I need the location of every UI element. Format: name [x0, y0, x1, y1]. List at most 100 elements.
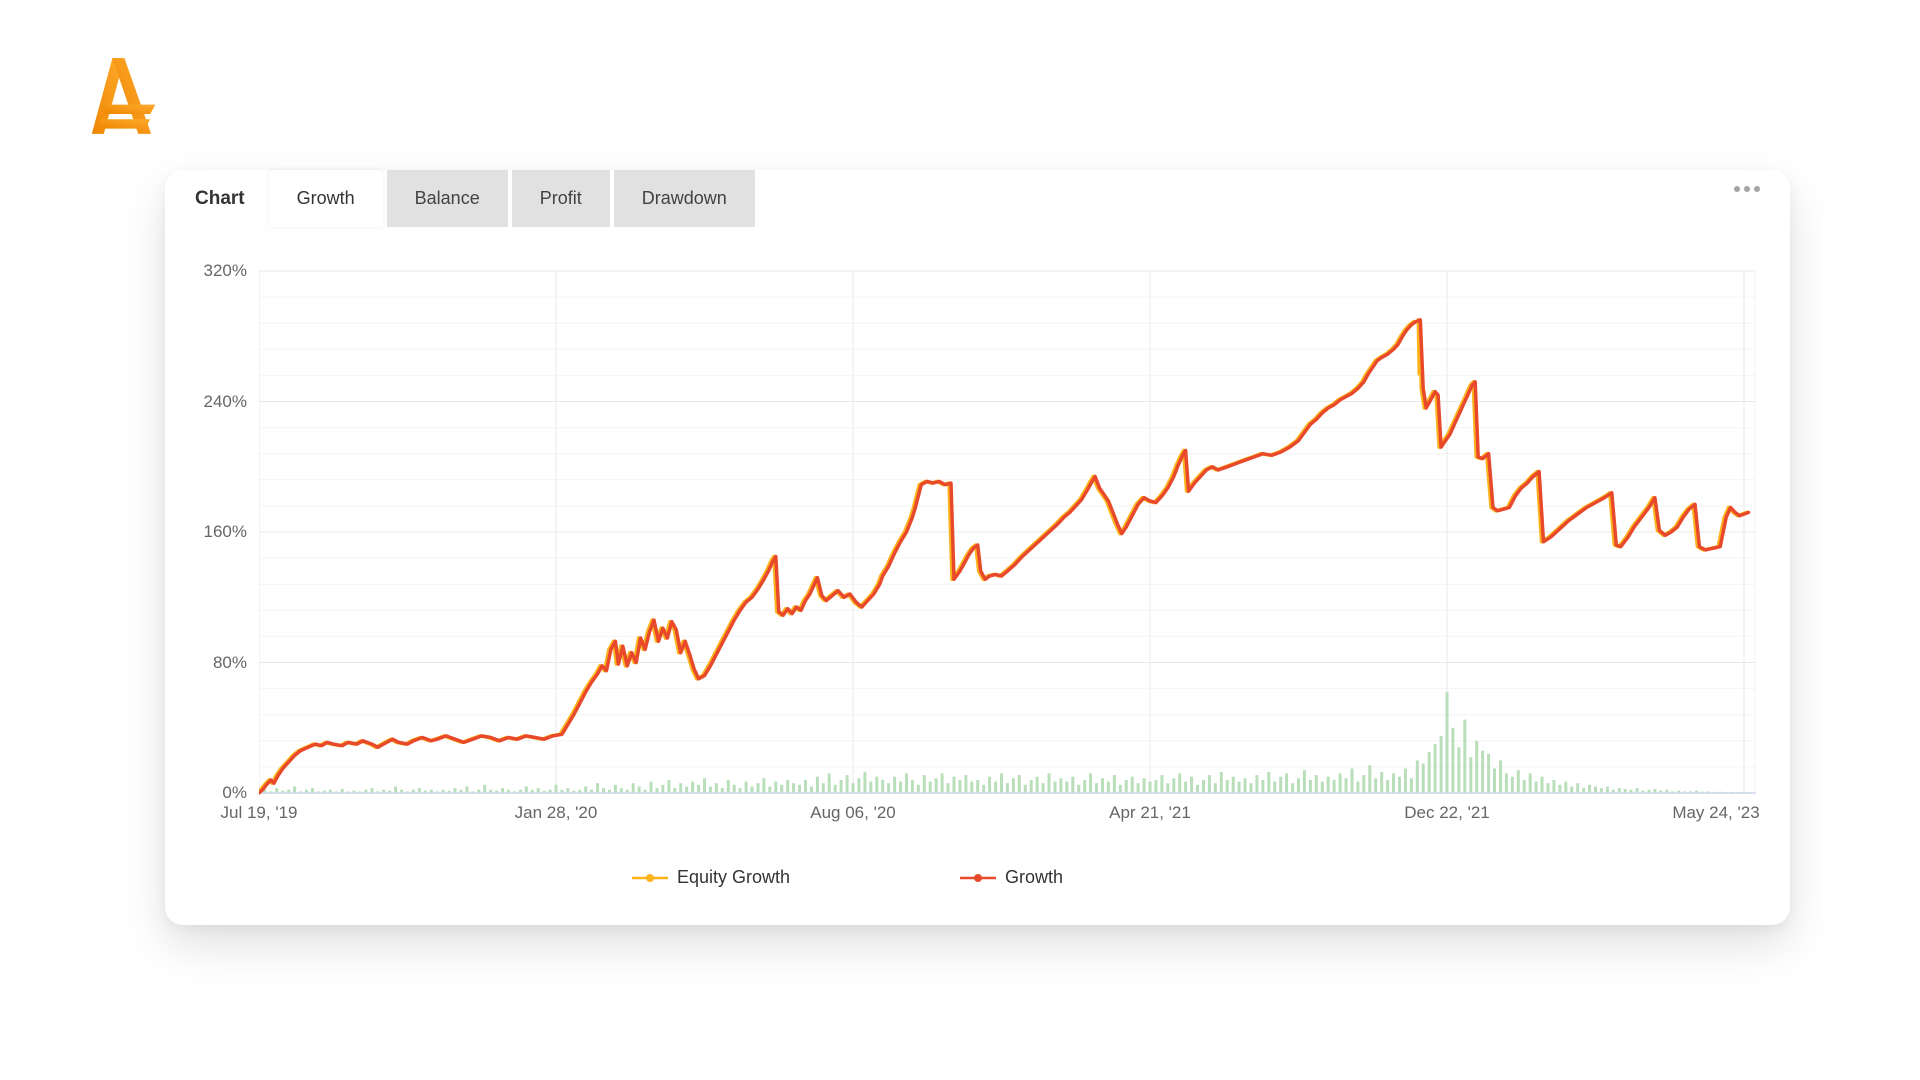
- profit-bar: [655, 788, 659, 793]
- profit-bar: [1386, 780, 1390, 793]
- profit-bar: [887, 783, 891, 793]
- profit-bar: [1457, 747, 1461, 793]
- profit-bar: [1190, 776, 1194, 793]
- profit-bar: [1130, 776, 1134, 793]
- x-axis-label: Jul 19, '19: [220, 803, 298, 822]
- profit-bar: [809, 786, 813, 793]
- profit-bar: [453, 788, 457, 793]
- profit-bar: [1320, 781, 1324, 793]
- tab-bar: Chart Growth Balance Profit Drawdown: [165, 170, 1790, 227]
- profit-bar: [1516, 770, 1520, 793]
- tab-profit[interactable]: Profit: [511, 170, 610, 227]
- profit-bar: [703, 778, 706, 793]
- profit-bar: [554, 784, 558, 793]
- profit-bar: [305, 789, 308, 793]
- profit-bar: [1677, 790, 1681, 793]
- profit-bar: [685, 786, 689, 793]
- y-axis-label: 80%: [212, 652, 247, 672]
- legend-item-equity-growth[interactable]: Equity Growth: [631, 867, 790, 888]
- plot-svg[interactable]: [259, 251, 1756, 813]
- profit-bar: [1695, 790, 1698, 793]
- profit-bar: [839, 780, 843, 793]
- profit-bar: [762, 778, 766, 793]
- profit-bar: [1362, 775, 1366, 793]
- profit-bar: [507, 789, 510, 793]
- profit-bar: [483, 784, 487, 793]
- profit-bar: [1178, 773, 1182, 793]
- profit-bar: [1083, 780, 1087, 793]
- profit-bar: [1142, 778, 1146, 793]
- profit-bar: [299, 791, 303, 793]
- profit-bar: [1148, 781, 1152, 793]
- profit-bar: [1546, 783, 1550, 793]
- profit-bar: [1035, 776, 1039, 793]
- profit-bar: [815, 776, 819, 793]
- profit-bar: [756, 783, 760, 793]
- profit-bar: [1071, 776, 1075, 793]
- profit-bar: [976, 780, 980, 793]
- profit-bar: [1617, 788, 1621, 793]
- y-axis-label: 320%: [203, 261, 247, 280]
- profit-bar: [328, 789, 332, 793]
- profit-bar: [596, 783, 600, 793]
- profit-bar: [1487, 753, 1491, 793]
- profit-bar: [1308, 780, 1312, 793]
- profit-bar: [708, 786, 712, 793]
- profit-bar: [1077, 784, 1081, 793]
- ellipsis-menu-icon[interactable]: [1730, 182, 1764, 196]
- profit-bar: [1314, 775, 1318, 793]
- profit-bar: [720, 788, 724, 793]
- profit-bar: [382, 789, 386, 793]
- profit-bar: [1665, 789, 1669, 793]
- profit-bar: [1510, 776, 1514, 793]
- profit-bar: [1095, 783, 1098, 793]
- profit-bar: [1582, 788, 1586, 793]
- profit-bar: [649, 781, 653, 793]
- profit-bar: [726, 780, 730, 793]
- profit-bar: [922, 775, 926, 793]
- profit-bar: [584, 786, 588, 793]
- tab-growth[interactable]: Growth: [268, 170, 383, 227]
- y-axis-label: 160%: [203, 522, 247, 541]
- profit-bar: [1338, 773, 1342, 793]
- profit-bar: [566, 788, 570, 793]
- profit-bar: [1689, 791, 1692, 793]
- tab-balance[interactable]: Balance: [386, 170, 508, 227]
- profit-bar: [524, 786, 528, 793]
- profit-bar: [1552, 780, 1556, 793]
- profit-bar: [1213, 783, 1217, 793]
- profit-bar: [1564, 781, 1568, 793]
- profit-bar: [1671, 791, 1675, 793]
- profit-bar: [964, 775, 968, 793]
- profit-bar: [1011, 778, 1015, 793]
- profit-bar: [1469, 757, 1473, 793]
- legend-item-growth[interactable]: Growth: [960, 867, 1063, 888]
- legend: Equity Growth Growth: [35, 867, 1660, 888]
- profit-bar: [827, 773, 831, 793]
- profit-bar: [1629, 789, 1633, 793]
- profit-bar: [293, 786, 297, 793]
- profit-bar: [287, 789, 291, 793]
- profit-bar: [1350, 768, 1354, 793]
- profit-bar: [1493, 768, 1496, 793]
- profit-bar: [1124, 780, 1128, 793]
- profit-bar: [905, 773, 908, 793]
- profit-bar: [1368, 765, 1372, 793]
- profit-bar: [1279, 776, 1283, 793]
- profit-bar: [400, 789, 404, 793]
- profit-bar: [738, 788, 742, 793]
- profit-bar: [946, 783, 950, 793]
- profit-bar: [673, 788, 677, 793]
- profit-bar: [792, 783, 796, 793]
- profit-bar: [1154, 780, 1158, 793]
- profit-bar: [447, 790, 451, 793]
- x-axis-label: Aug 06, '20: [810, 803, 896, 822]
- profit-bar: [798, 784, 801, 793]
- tab-drawdown[interactable]: Drawdown: [613, 170, 755, 227]
- profit-bar: [1249, 783, 1253, 793]
- y-axis-label: 240%: [203, 391, 247, 411]
- profit-bar: [512, 791, 516, 793]
- profit-bar: [334, 791, 338, 793]
- profit-bar: [851, 783, 855, 793]
- profit-bar: [465, 786, 469, 793]
